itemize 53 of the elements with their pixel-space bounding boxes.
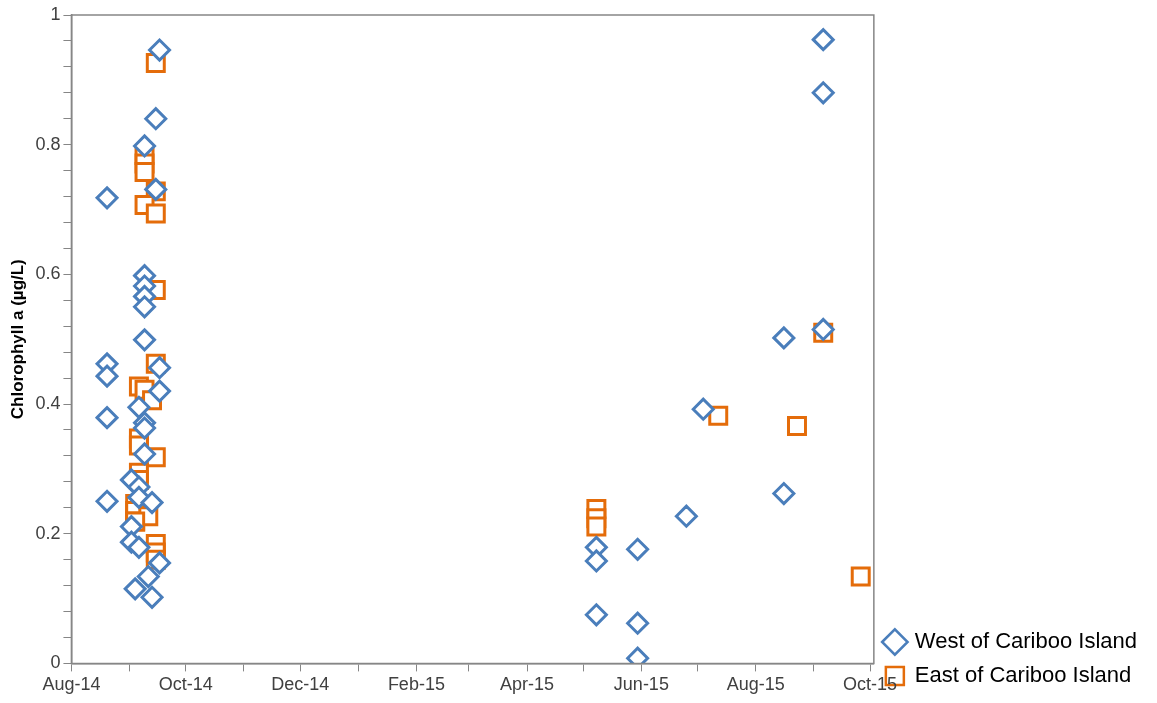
point — [133, 442, 157, 466]
point — [136, 565, 160, 589]
x-tick-label: Oct-15 — [843, 674, 898, 695]
point — [95, 489, 119, 513]
legend-label: West of Cariboo Island — [914, 628, 1138, 654]
point — [584, 603, 608, 627]
point — [811, 28, 835, 52]
point — [584, 549, 608, 573]
point — [145, 203, 166, 224]
point — [148, 551, 172, 575]
x-tick-label: Dec-14 — [271, 674, 330, 695]
point — [850, 566, 871, 587]
x-tick-label: Jun-15 — [613, 674, 669, 695]
point — [708, 405, 729, 426]
point — [691, 397, 715, 421]
point — [140, 491, 164, 515]
y-tick-label: 0.6 — [35, 263, 61, 284]
point — [626, 611, 650, 635]
point — [133, 328, 157, 352]
point — [95, 186, 119, 210]
point — [144, 107, 168, 131]
point — [148, 379, 172, 403]
x-tick-label: Aug-14 — [42, 674, 101, 695]
point — [586, 516, 607, 537]
point — [148, 356, 172, 380]
point — [123, 577, 147, 601]
point — [140, 585, 164, 609]
point — [133, 416, 157, 440]
point — [772, 482, 796, 506]
point — [95, 364, 119, 388]
point — [811, 81, 835, 105]
legend-label: East of Cariboo Island — [914, 662, 1132, 688]
point — [674, 504, 698, 528]
y-tick-label: 0 — [50, 652, 61, 673]
y-tick-label: 0.2 — [35, 522, 61, 543]
point — [772, 326, 796, 350]
y-tick-label: 0.8 — [35, 133, 61, 154]
point — [133, 295, 157, 319]
x-tick-label: Feb-15 — [387, 674, 445, 695]
point — [787, 416, 807, 437]
point — [626, 537, 650, 561]
x-tick-label: Aug-15 — [726, 674, 785, 695]
y-axis-title: Chlorophyll a (µg/L) — [7, 259, 27, 420]
point — [148, 38, 172, 62]
point — [134, 161, 155, 182]
point — [95, 406, 119, 430]
x-tick-label: Oct-14 — [158, 674, 213, 695]
y-tick-label: 0.4 — [35, 393, 61, 414]
point — [127, 395, 151, 419]
y-tick-label: 1 — [50, 3, 61, 24]
x-tick-label: Apr-15 — [499, 674, 555, 695]
point — [811, 317, 835, 341]
point — [127, 535, 151, 559]
